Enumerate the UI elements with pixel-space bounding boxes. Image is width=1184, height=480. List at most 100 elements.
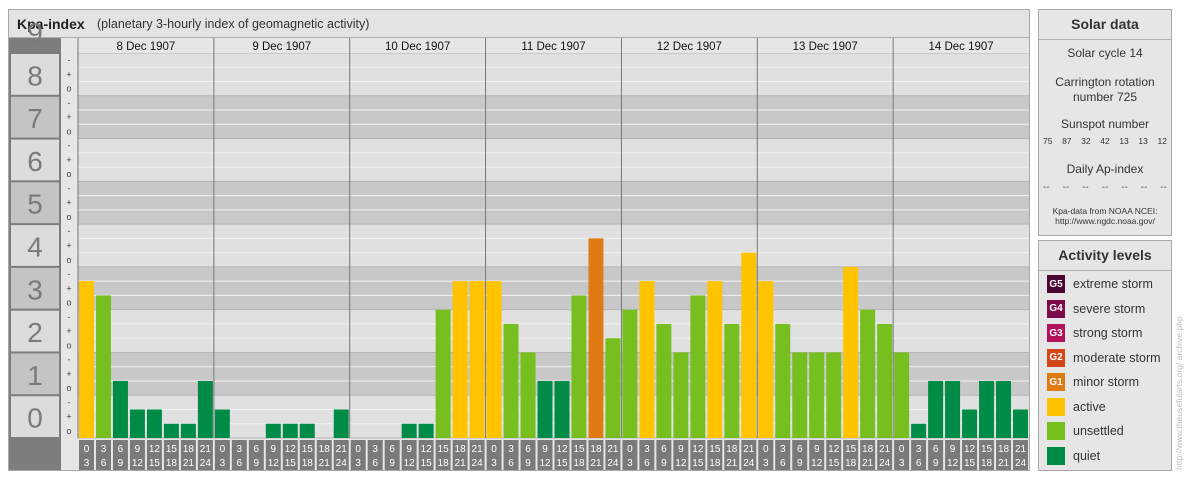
kp-bar (129, 409, 145, 438)
y-tick-cell (11, 267, 59, 309)
interval-cell (469, 440, 485, 470)
interval-start-label: 21 (472, 444, 484, 455)
interval-cell (775, 440, 791, 470)
interval-end-label: 15 (556, 458, 568, 469)
kp-bar (826, 352, 842, 438)
y-tick-label: 3 (27, 274, 43, 305)
interval-start-label: 3 (780, 444, 786, 455)
legend-item-g5: G5 extreme storm (1047, 274, 1153, 294)
interval-cell (826, 440, 842, 470)
interval-start-label: 3 (508, 444, 514, 455)
interval-start-label: 9 (678, 444, 684, 455)
carrington-line-2: number 725 (1072, 90, 1138, 104)
legend-label: extreme storm (1073, 277, 1153, 291)
interval-end-label: 6 (372, 458, 378, 469)
interval-start-label: 6 (525, 444, 531, 455)
minor-tick-label: - (68, 183, 71, 193)
kp-bar (1013, 409, 1028, 438)
kp-bar (928, 380, 944, 438)
minor-tick-label: + (66, 369, 71, 379)
y-tick-label: 5 (27, 189, 43, 220)
interval-start-label: 12 (692, 444, 704, 455)
interval-end-label: 18 (709, 458, 721, 469)
day-label: 13 Dec 1907 (793, 41, 858, 53)
interval-end-label: 18 (438, 458, 450, 469)
interval-cell (962, 440, 978, 470)
interval-cell (384, 440, 400, 470)
interval-start-label: 0 (627, 444, 633, 455)
interval-cell (894, 440, 910, 470)
legend-label: strong storm (1073, 326, 1143, 340)
sunspot-value: 12 (1157, 136, 1167, 146)
kp-bar (656, 323, 672, 438)
interval-end-label: 18 (845, 458, 857, 469)
interval-cell (112, 440, 128, 470)
interval-cell (367, 440, 383, 470)
interval-end-label: 12 (811, 458, 823, 469)
interval-cell (282, 440, 298, 470)
interval-start-label: 21 (1015, 444, 1027, 455)
interval-end-label: 3 (899, 458, 905, 469)
kp-bar (146, 409, 162, 438)
minor-tick-label: + (66, 69, 71, 79)
interval-cell (1013, 440, 1028, 470)
y-tick-label: 4 (27, 232, 43, 263)
y-tick-cell (11, 96, 59, 138)
interval-start-label: 0 (899, 444, 905, 455)
kp-bar (758, 281, 774, 438)
y-tick-cell (11, 182, 59, 224)
chart-title-bar: Kpa-index (planetary 3-hourly index of g… (9, 10, 1029, 38)
interval-start-label: 18 (319, 444, 331, 455)
interval-start-label: 21 (607, 444, 619, 455)
interval-start-label: 12 (828, 444, 840, 455)
interval-start-label: 0 (491, 444, 497, 455)
interval-end-label: 3 (627, 458, 633, 469)
interval-end-label: 21 (590, 458, 602, 469)
interval-cell (520, 440, 536, 470)
interval-end-label: 9 (389, 458, 395, 469)
interval-end-label: 9 (933, 458, 939, 469)
y-tick-cell (11, 353, 59, 395)
legend-label: unsettled (1073, 424, 1124, 438)
kp-bar (962, 409, 978, 438)
kp-bar (452, 281, 468, 438)
interval-cell (911, 440, 927, 470)
kp-chart-panel: Kpa-index (planetary 3-hourly index of g… (8, 9, 1030, 471)
interval-cell (418, 440, 434, 470)
interval-end-label: 12 (404, 458, 416, 469)
interval-cell (656, 440, 672, 470)
kp-bar (588, 238, 604, 438)
legend-swatch: G3 (1047, 324, 1065, 342)
interval-start-label: 12 (964, 444, 976, 455)
interval-end-label: 21 (862, 458, 874, 469)
y-tick-label: 6 (27, 146, 43, 177)
kp-bar (860, 309, 876, 438)
level-band (78, 53, 1029, 96)
interval-start-label: 0 (220, 444, 226, 455)
legend-label: active (1073, 399, 1106, 414)
minor-tick-label: o (66, 383, 71, 393)
legend-item-g1: G1 minor storm (1047, 372, 1139, 392)
interval-end-label: 24 (472, 458, 484, 469)
interval-end-label: 18 (573, 458, 585, 469)
solar-cycle: Solar cycle 14 (1067, 46, 1143, 60)
interval-end-label: 15 (421, 458, 433, 469)
kp-bar (282, 423, 298, 438)
interval-cell (758, 440, 774, 470)
minor-tick-label: + (66, 198, 71, 208)
source-link[interactable]: http://www.ngdc.noaa.gov/ (1055, 216, 1155, 226)
interval-end-label: 24 (200, 458, 212, 469)
interval-end-label: 12 (132, 458, 144, 469)
interval-cell (588, 440, 604, 470)
minor-tick-label: + (66, 283, 71, 293)
interval-cell (860, 440, 876, 470)
ap-value: -- (1160, 182, 1167, 193)
interval-cell (724, 440, 740, 470)
kp-bar (299, 423, 315, 438)
interval-end-label: 21 (183, 458, 195, 469)
interval-cell (231, 440, 247, 470)
interval-start-label: 15 (438, 444, 450, 455)
interval-start-label: 15 (845, 444, 857, 455)
solar-data-title: Solar data (1039, 10, 1171, 40)
interval-start-label: 21 (879, 444, 891, 455)
